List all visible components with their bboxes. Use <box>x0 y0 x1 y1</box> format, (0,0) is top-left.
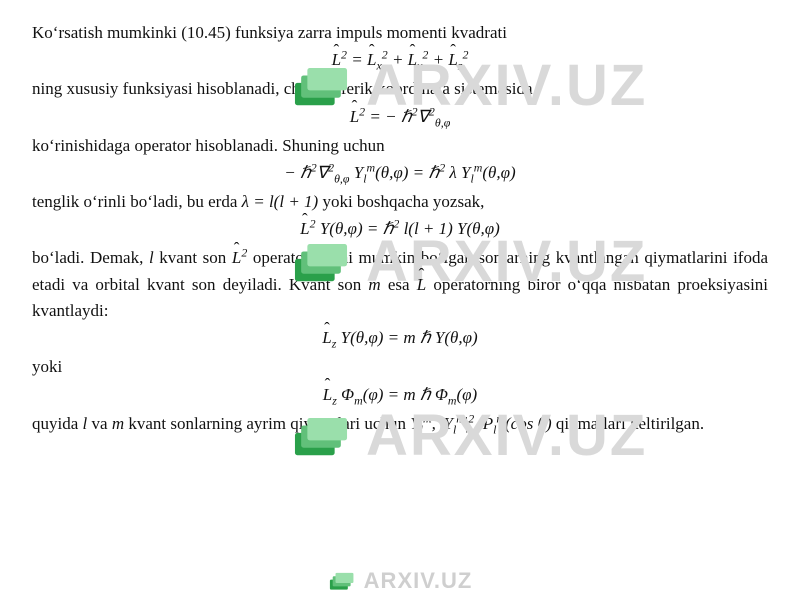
paragraph-7a: quyida <box>32 414 83 433</box>
formula-Lz-Y: Lz Y(θ,φ) = m ℏ Y(θ,φ) <box>32 328 768 348</box>
formula-L2-Y: L2 Y(θ,φ) = ℏ2 l(l + 1) Y(θ,φ) <box>32 219 768 239</box>
paragraph-7d: qiymatlari keltirilgan. <box>556 414 704 433</box>
inline-lambda: λ = l(l + 1) <box>242 192 319 211</box>
paragraph-2: ning xususiy funksiyasi hisoblanadi, chu… <box>32 76 768 102</box>
inline-Y-P: Ylm, |Ylm|2, Plm(cos θ) <box>410 414 556 433</box>
paragraph-7: quyida l va m kvant sonlarning ayrim qiy… <box>32 411 768 437</box>
inline-L-op: L <box>417 275 426 294</box>
inline-l-2: l <box>83 414 88 433</box>
document-stack-icon <box>328 571 356 591</box>
formula-Lz-Phi: Lz Φm(φ) = m ℏ Φm(φ) <box>32 385 768 405</box>
paragraph-5b: kvant son <box>159 248 232 267</box>
paragraph-3: ko‘rinishidaga operator hisoblanadi. Shu… <box>32 133 768 159</box>
inline-L2-op: L2 <box>232 248 247 267</box>
paragraph-4: tenglik o‘rinli bo‘ladi, bu erda λ = l(l… <box>32 189 768 215</box>
footer-watermark-label: ARXIV.UZ <box>364 568 473 594</box>
paragraph-5a: bo‘ladi. Demak, <box>32 248 149 267</box>
paragraph-4a: tenglik o‘rinli bo‘ladi, bu erda <box>32 192 242 211</box>
paragraph-7c: kvant sonlarning ayrim qiymatlari uchun <box>128 414 410 433</box>
paragraph-5: bo‘ladi. Demak, l kvant son L2 operator … <box>32 245 768 324</box>
page: ARXIV.UZ ARXIV.UZ ARXIV.UZ Ko‘rsatish mu… <box>0 0 800 600</box>
paragraph-6: yoki <box>32 354 768 380</box>
paragraph-1: Ko‘rsatish mumkinki (10.45) funksiya zar… <box>32 20 768 46</box>
paragraph-5d: esa <box>388 275 417 294</box>
formula-L2-laplacian: L2 = − ℏ2∇2θ,φ <box>32 107 768 127</box>
inline-l-1: l <box>149 248 154 267</box>
formula-eigen-Y: − ℏ2∇2θ,φ Ylm(θ,φ) = ℏ2 λ Ylm(θ,φ) <box>32 163 768 183</box>
formula-L2-sum: L2 = Lx2 + Ly2 + Lz2 <box>32 50 768 70</box>
footer-watermark: ARXIV.UZ <box>328 568 473 594</box>
paragraph-7b: va <box>92 414 112 433</box>
paragraph-4b: yoki boshqacha yozsak, <box>322 192 484 211</box>
inline-m-1: m <box>368 275 380 294</box>
inline-m-2: m <box>112 414 124 433</box>
